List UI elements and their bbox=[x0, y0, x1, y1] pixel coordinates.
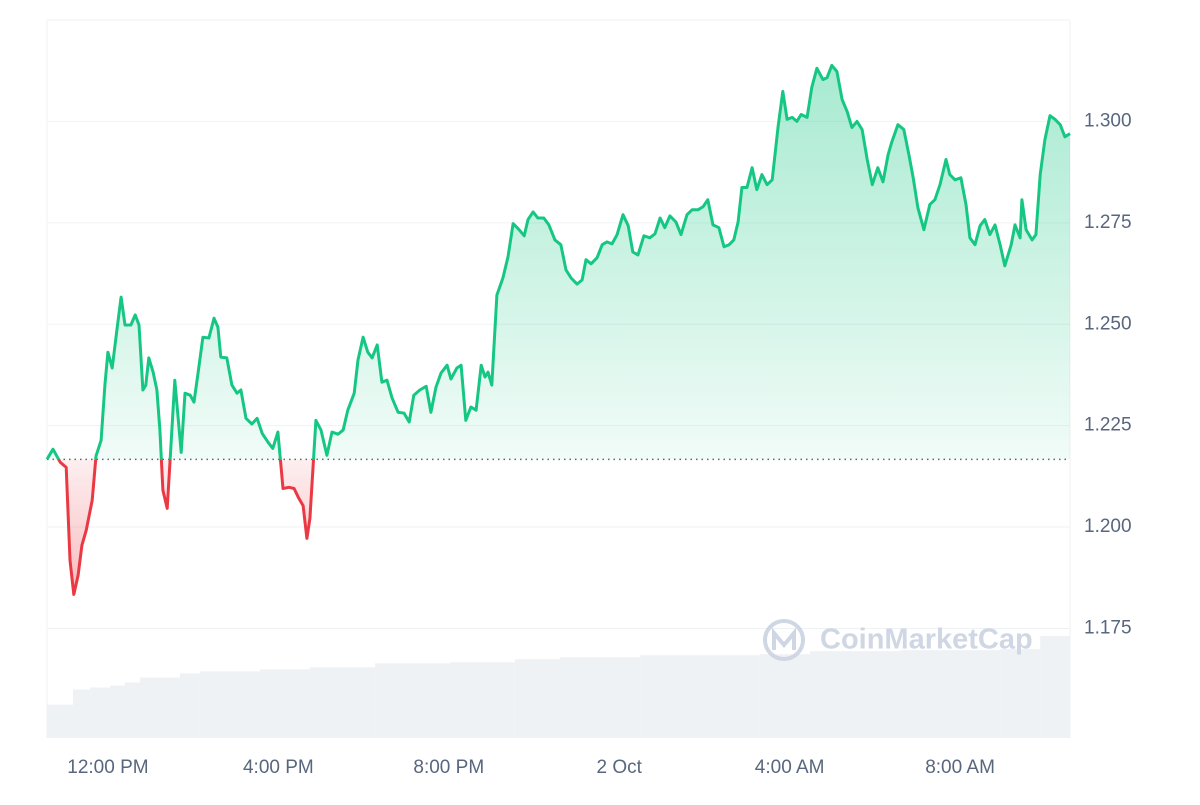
y-tick-label: 1.275 bbox=[1084, 212, 1132, 233]
x-tick-label: 8:00 PM bbox=[413, 757, 484, 778]
volume-bar bbox=[450, 662, 515, 738]
volume-bar bbox=[1000, 649, 1041, 738]
y-tick-label: 1.175 bbox=[1084, 617, 1132, 638]
volume-bar bbox=[72, 689, 91, 738]
watermark-text: CoinMarketCap bbox=[820, 624, 1033, 656]
volume-bar bbox=[375, 663, 451, 738]
x-tick-label: 4:00 PM bbox=[243, 757, 314, 778]
volume-bar bbox=[199, 671, 261, 738]
volume-bar bbox=[640, 655, 760, 738]
volume-bar bbox=[559, 657, 641, 738]
volume-bar bbox=[90, 687, 111, 738]
y-tick-label: 1.300 bbox=[1084, 110, 1132, 131]
area-down bbox=[47, 459, 1070, 595]
area-up bbox=[47, 65, 1070, 460]
volume-bar bbox=[514, 659, 560, 738]
x-tick-label: 8:00 AM bbox=[925, 757, 995, 778]
watermark: CoinMarketCap bbox=[763, 619, 1033, 661]
volume-bar bbox=[810, 651, 900, 738]
watermark-logo bbox=[763, 619, 805, 661]
volume-bar bbox=[759, 654, 811, 738]
x-tick-label: 2 Oct bbox=[597, 757, 643, 778]
volume-bar bbox=[899, 650, 1001, 738]
volume-bar bbox=[110, 685, 125, 738]
y-tick-label: 1.225 bbox=[1084, 415, 1132, 436]
x-tick-label: 4:00 AM bbox=[755, 757, 825, 778]
watermark-logo-m bbox=[772, 627, 796, 650]
volume-bar bbox=[309, 667, 376, 738]
volume-bar bbox=[260, 669, 310, 738]
y-tick-label: 1.250 bbox=[1084, 313, 1132, 334]
volume-bar bbox=[1040, 636, 1070, 738]
price-line-up bbox=[45, 63, 1071, 460]
volume-bar bbox=[124, 682, 140, 738]
volume-bar bbox=[47, 704, 73, 738]
x-tick-label: 12:00 PM bbox=[67, 757, 148, 778]
volume-bar bbox=[139, 677, 180, 738]
volume-bar bbox=[179, 673, 200, 738]
y-tick-label: 1.200 bbox=[1084, 516, 1132, 537]
